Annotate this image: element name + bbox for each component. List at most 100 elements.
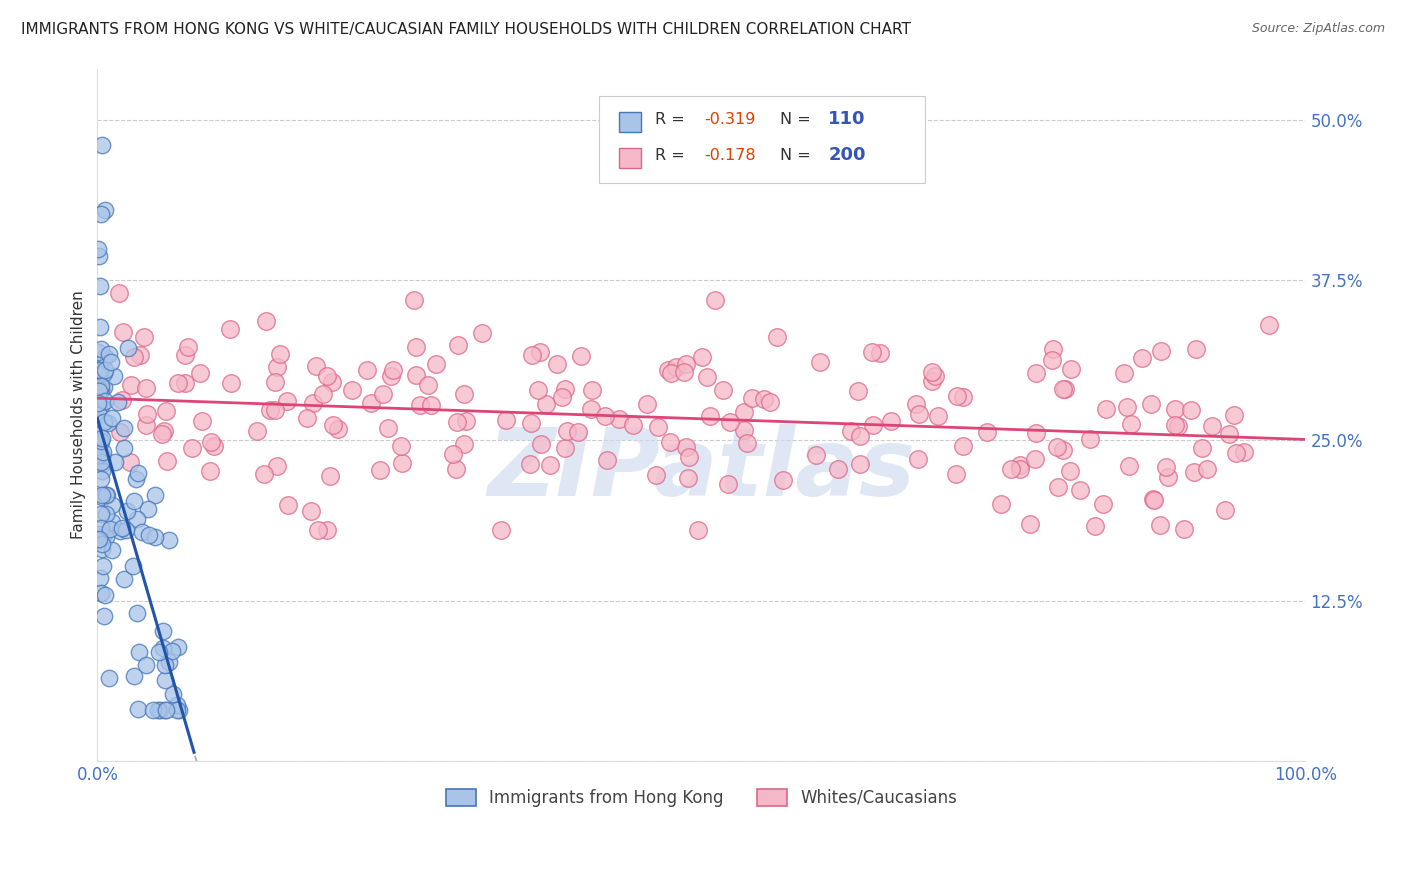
- Point: [404, 293, 426, 308]
- Point: [114, 523, 136, 537]
- Point: [1130, 351, 1153, 366]
- Point: [908, 407, 931, 421]
- Point: [253, 467, 276, 481]
- Point: [277, 499, 299, 513]
- Point: [135, 381, 157, 395]
- Point: [952, 439, 974, 453]
- Point: [1156, 469, 1178, 483]
- Point: [676, 470, 699, 484]
- Point: [990, 497, 1012, 511]
- Point: [145, 488, 167, 502]
- Point: [471, 326, 494, 340]
- Point: [138, 528, 160, 542]
- Point: [1069, 483, 1091, 498]
- Point: [772, 473, 794, 487]
- Point: [554, 382, 576, 396]
- Text: R =: R =: [655, 112, 690, 127]
- Text: R =: R =: [655, 147, 690, 162]
- Point: [1142, 491, 1164, 506]
- FancyBboxPatch shape: [619, 112, 641, 131]
- Point: [522, 348, 544, 362]
- Point: [519, 457, 541, 471]
- Point: [156, 454, 179, 468]
- Point: [125, 606, 148, 620]
- Point: [89, 571, 111, 585]
- Point: [87, 242, 110, 256]
- Point: [717, 476, 740, 491]
- Point: [1040, 353, 1063, 368]
- Point: [93, 380, 115, 394]
- Point: [1223, 409, 1246, 423]
- Point: [276, 393, 298, 408]
- Point: [135, 657, 157, 672]
- Point: [157, 655, 180, 669]
- Point: [420, 399, 443, 413]
- Point: [135, 418, 157, 433]
- Point: [112, 421, 135, 435]
- Point: [673, 365, 696, 379]
- Point: [191, 414, 214, 428]
- Point: [142, 703, 165, 717]
- Point: [94, 530, 117, 544]
- Point: [848, 384, 870, 398]
- Point: [1119, 417, 1142, 432]
- Point: [380, 369, 402, 384]
- Point: [153, 703, 176, 717]
- Point: [131, 525, 153, 540]
- Point: [177, 340, 200, 354]
- Point: [94, 394, 117, 409]
- Point: [152, 624, 174, 638]
- Point: [454, 414, 477, 428]
- Point: [110, 425, 132, 440]
- Text: 200: 200: [828, 146, 866, 164]
- Point: [101, 543, 124, 558]
- Point: [529, 344, 551, 359]
- Point: [636, 397, 658, 411]
- Point: [90, 586, 112, 600]
- Point: [263, 375, 285, 389]
- Point: [696, 369, 718, 384]
- Point: [305, 359, 328, 374]
- Point: [90, 488, 112, 502]
- Text: ZIPatlas: ZIPatlas: [488, 425, 915, 516]
- Point: [688, 523, 710, 537]
- Point: [90, 400, 112, 414]
- Point: [1143, 492, 1166, 507]
- Point: [91, 457, 114, 471]
- Point: [1149, 517, 1171, 532]
- Point: [1195, 461, 1218, 475]
- Point: [921, 365, 943, 379]
- Point: [647, 420, 669, 434]
- Text: -0.178: -0.178: [704, 147, 755, 162]
- Point: [87, 363, 110, 377]
- Point: [120, 455, 142, 469]
- Point: [1046, 440, 1069, 454]
- Point: [90, 207, 112, 221]
- Point: [90, 491, 112, 505]
- Point: [89, 437, 111, 451]
- Point: [371, 387, 394, 401]
- Point: [675, 440, 697, 454]
- Point: [1225, 446, 1247, 460]
- Point: [554, 441, 576, 455]
- Point: [110, 521, 132, 535]
- Point: [218, 322, 240, 336]
- Point: [136, 501, 159, 516]
- Point: [1116, 400, 1139, 414]
- Point: [153, 657, 176, 672]
- FancyBboxPatch shape: [619, 148, 641, 168]
- Point: [266, 359, 288, 374]
- Point: [128, 645, 150, 659]
- Point: [1091, 497, 1114, 511]
- Point: [1000, 462, 1022, 476]
- Point: [675, 357, 697, 371]
- Point: [89, 532, 111, 546]
- Point: [166, 376, 188, 390]
- Point: [425, 357, 447, 371]
- Point: [157, 533, 180, 548]
- Point: [86, 533, 108, 547]
- Point: [849, 428, 872, 442]
- Point: [148, 703, 170, 717]
- Point: [93, 608, 115, 623]
- Point: [658, 434, 681, 449]
